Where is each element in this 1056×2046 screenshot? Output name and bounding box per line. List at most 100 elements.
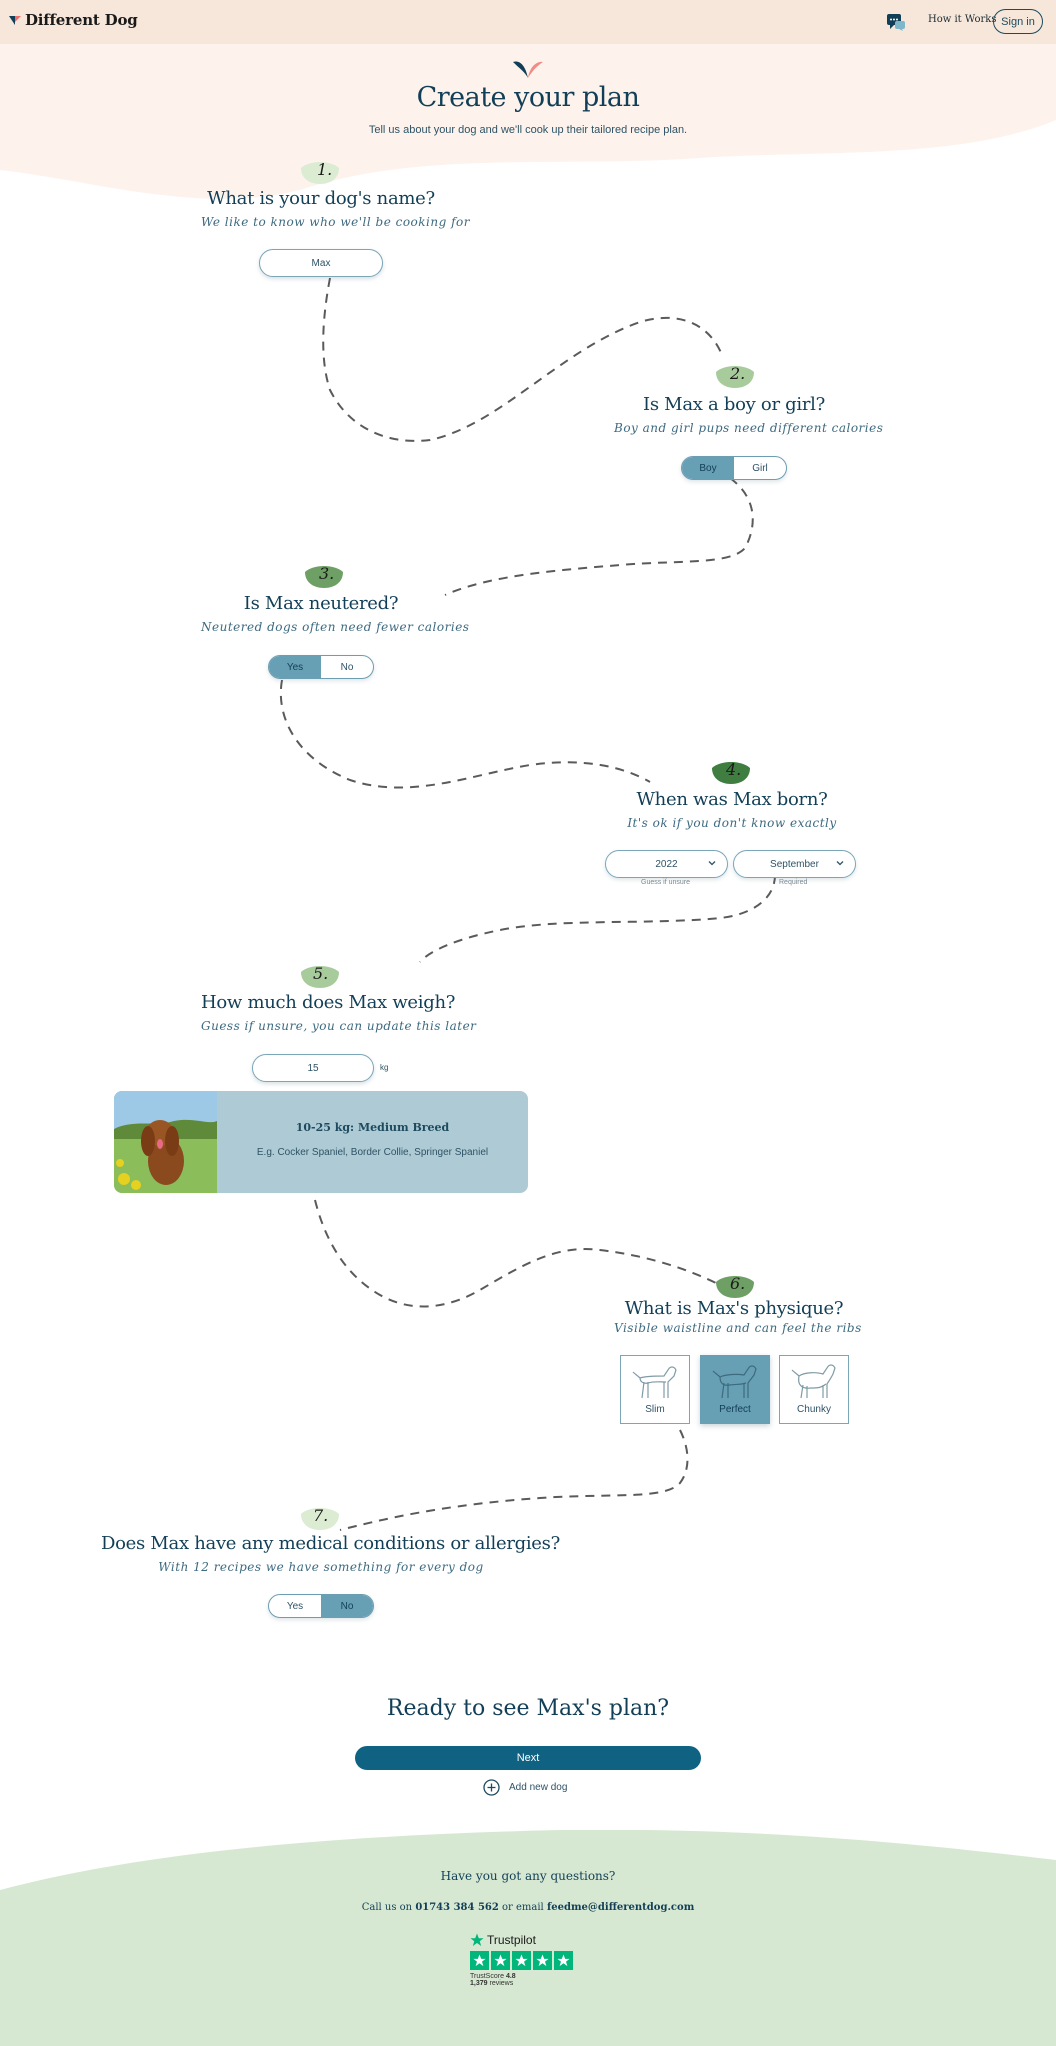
- trustpilot-star-icon: [470, 1933, 484, 1946]
- footer-contact: Call us on 01743 384 562 or email feedme…: [0, 1902, 1056, 1913]
- star-icon: [533, 1951, 552, 1970]
- step-4-number: 4.: [725, 762, 741, 779]
- phone-link[interactable]: 01743 384 562: [415, 1902, 499, 1913]
- star-icon: [554, 1951, 573, 1970]
- birth-year-note: Guess if unsure: [641, 879, 691, 886]
- breed-examples: E.g. Cocker Spaniel, Border Collie, Spri…: [256, 1147, 489, 1158]
- step-1-hint: We like to know who we'll be cooking for: [201, 215, 471, 229]
- step-1-badge: 1.: [301, 162, 339, 184]
- trustscore-label: TrustScore: [470, 1973, 504, 1980]
- step-1-number: 1.: [317, 162, 332, 179]
- add-new-dog-button[interactable]: Add new dog: [483, 1779, 567, 1796]
- step-5-badge: 5.: [301, 966, 339, 988]
- site-header: Different Dog How it Works Sign in: [0, 0, 1056, 44]
- ready-title: Ready to see Max's plan?: [386, 1696, 670, 1721]
- step-7-badge: 7.: [301, 1508, 339, 1530]
- next-button[interactable]: Next: [355, 1746, 701, 1770]
- reviews-count: 1,379: [470, 1980, 488, 1987]
- trustpilot-name: Trustpilot: [487, 1933, 536, 1947]
- email-prefix: or email: [502, 1902, 544, 1913]
- footer-background: [0, 1830, 1056, 2046]
- option-no[interactable]: No: [321, 1595, 373, 1617]
- step-2-badge: 2.: [716, 366, 754, 388]
- step-6: What is Max's physique? Visible waistlin…: [614, 1298, 862, 1335]
- step-5-number: 5.: [313, 966, 328, 983]
- step-1: What is your dog's name? We like to know…: [201, 188, 471, 229]
- option-girl[interactable]: Girl: [752, 462, 768, 474]
- physique-perfect[interactable]: Perfect: [700, 1355, 770, 1424]
- option-yes[interactable]: Yes: [269, 656, 321, 678]
- birth-month-value: September: [770, 858, 819, 870]
- hero-background: [0, 0, 1056, 199]
- footer-question: Have you got any questions?: [440, 1869, 616, 1883]
- slim-dog-icon: [632, 1366, 677, 1399]
- signin-button[interactable]: Sign in: [993, 9, 1043, 34]
- trustscore: TrustScore 4.8: [470, 1973, 573, 1980]
- physique-slim-label: Slim: [645, 1404, 665, 1415]
- call-prefix: Call us on: [361, 1902, 413, 1913]
- dog-photo: [114, 1091, 217, 1193]
- logo-text: Different Dog: [25, 11, 138, 29]
- trustpilot-widget[interactable]: Trustpilot TrustScore 4.8 1,379 reviews: [470, 1933, 573, 1987]
- step-1-question: What is your dog's name?: [207, 188, 435, 209]
- step-7: Does Max have any medical conditions or …: [101, 1533, 560, 1574]
- reviews-label: reviews: [489, 1980, 514, 1987]
- chevron-down-icon: [836, 861, 844, 866]
- weight-unit: kg: [380, 1063, 389, 1072]
- step-6-question: What is Max's physique?: [624, 1298, 844, 1319]
- page-title: Create your plan: [416, 82, 640, 113]
- breed-title: 10-25 kg: Medium Breed: [295, 1121, 450, 1134]
- option-no[interactable]: No: [340, 661, 354, 673]
- weight-input[interactable]: [252, 1054, 374, 1082]
- step-5-question: How much does Max weigh?: [201, 992, 456, 1013]
- step-2-hint: Boy and girl pups need different calorie…: [614, 421, 884, 435]
- trustpilot-reviews: 1,379 reviews: [470, 1980, 573, 1987]
- step-6-hint: Visible waistline and can feel the ribs: [614, 1321, 862, 1335]
- step-3-question: Is Max neutered?: [243, 593, 399, 614]
- option-yes[interactable]: Yes: [286, 1600, 304, 1612]
- page-subtitle: Tell us about your dog and we'll cook up…: [368, 124, 688, 136]
- star-icon: [512, 1951, 531, 1970]
- birth-month-note: Required: [779, 879, 808, 886]
- step-4-question: When was Max born?: [636, 789, 828, 810]
- chat-icon[interactable]: [886, 12, 906, 32]
- chunky-dog-icon: [791, 1364, 836, 1399]
- email-link[interactable]: feedme@differentdog.com: [546, 1902, 695, 1913]
- star-icon: [491, 1951, 510, 1970]
- trustpilot-stars: [470, 1951, 573, 1970]
- add-new-dog-label: Add new dog: [509, 1782, 568, 1793]
- physique-slim[interactable]: Slim: [620, 1355, 690, 1424]
- birth-year-select[interactable]: 2022: [605, 850, 728, 878]
- step-2: Is Max a boy or girl? Boy and girl pups …: [614, 394, 884, 435]
- step-7-question: Does Max have any medical conditions or …: [101, 1533, 560, 1554]
- chevron-down-icon: [708, 861, 716, 866]
- step-7-hint: With 12 recipes we have something for ev…: [158, 1560, 484, 1574]
- step-5-hint: Guess if unsure, you can update this lat…: [201, 1019, 477, 1033]
- hero-logo-mark-icon: [513, 61, 543, 78]
- step-3: Is Max neutered? Neutered dogs often nee…: [201, 593, 470, 634]
- plus-circle-icon: [483, 1779, 500, 1796]
- step-6-number: 6.: [730, 1276, 745, 1293]
- step-2-question: Is Max a boy or girl?: [643, 394, 825, 415]
- breed-card: 10-25 kg: Medium Breed E.g. Cocker Spani…: [114, 1091, 528, 1193]
- step-3-badge: 3.: [305, 566, 343, 588]
- physique-perfect-label: Perfect: [719, 1404, 751, 1415]
- perfect-dog-icon: [712, 1365, 757, 1399]
- sex-toggle: Boy Girl: [681, 456, 787, 480]
- physique-chunky[interactable]: Chunky: [779, 1355, 849, 1424]
- nav-link-how-it-works[interactable]: How it Works: [928, 14, 997, 25]
- step-4: When was Max born? It's ok if you don't …: [612, 789, 852, 830]
- step-3-hint: Neutered dogs often need fewer calories: [201, 620, 470, 634]
- neutered-toggle: Yes No: [268, 655, 374, 679]
- step-4-badge: 4.: [712, 762, 750, 784]
- logo-mark-icon: [9, 16, 21, 25]
- option-boy[interactable]: Boy: [682, 457, 734, 479]
- star-icon: [470, 1951, 489, 1970]
- trustscore-value: 4.8: [505, 1973, 516, 1980]
- step-7-number: 7.: [313, 1508, 328, 1525]
- dog-name-input[interactable]: [259, 249, 383, 277]
- birth-month-select[interactable]: September: [733, 850, 856, 878]
- logo[interactable]: Different Dog: [8, 11, 138, 29]
- medical-toggle: Yes No: [268, 1594, 374, 1618]
